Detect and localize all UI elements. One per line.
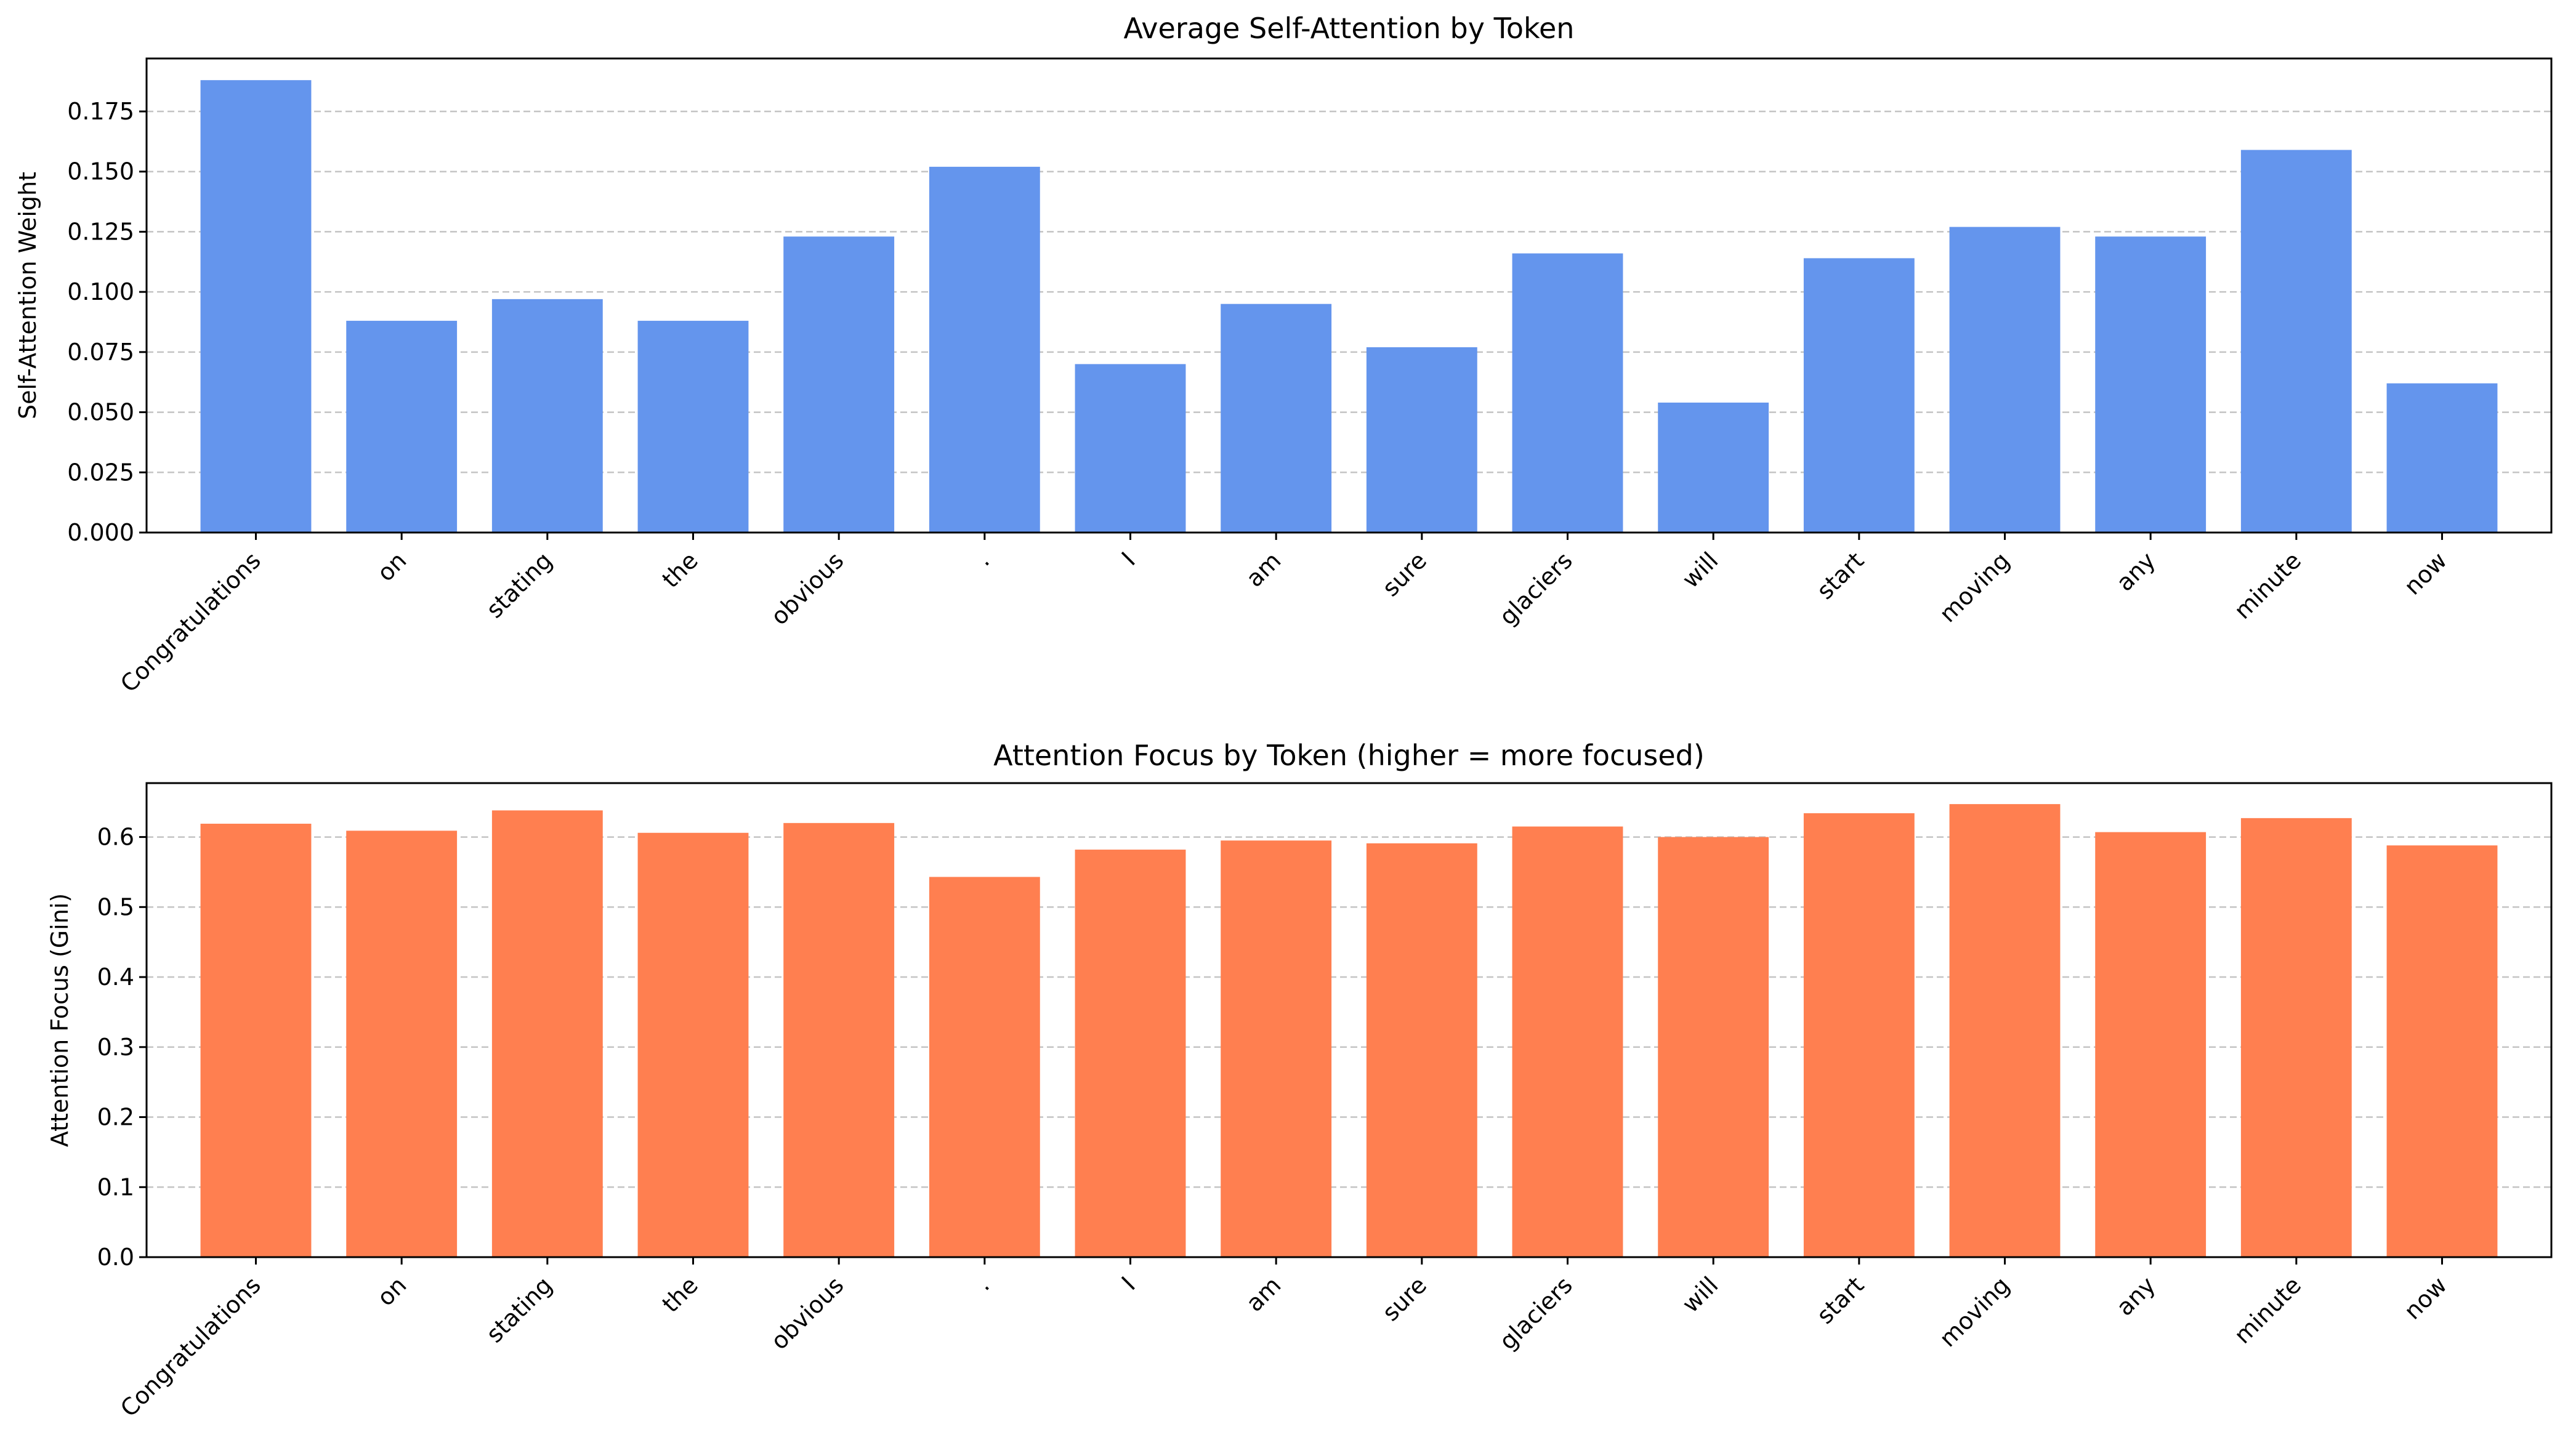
- y-tick-label: 0.025: [67, 459, 134, 486]
- bar-obvious: [783, 823, 895, 1257]
- bar-will: [1658, 402, 1769, 533]
- x-tick-label: glaciers: [1494, 1271, 1578, 1355]
- bar-on: [346, 831, 458, 1257]
- bar-minute: [2240, 818, 2352, 1257]
- chart-title: Attention Focus by Token (higher = more …: [993, 739, 1705, 772]
- y-tick-label: 0.100: [67, 278, 134, 305]
- chart-1: 0.000 0.025 0.050 0.075 0.100 0.125 0.150 0.175…: [14, 12, 2553, 698]
- y-tick-label: 0.125: [67, 218, 134, 245]
- x-tick-label: am: [1241, 1271, 1286, 1317]
- x-tick-label: sure: [1377, 1271, 1432, 1326]
- x-tick-label: stating: [481, 1271, 557, 1348]
- bar-Congratulations: [200, 823, 312, 1257]
- bar-start: [1803, 258, 1915, 533]
- bar-: [929, 166, 1040, 533]
- bar-the: [637, 832, 749, 1257]
- x-tick-label: on: [372, 547, 412, 587]
- bar-on: [346, 321, 458, 533]
- bar-moving: [1949, 227, 2061, 533]
- x-tick-label: am: [1241, 547, 1286, 592]
- x-tick-label: Congratulations: [115, 547, 266, 698]
- x-tick-label: moving: [1934, 547, 2015, 627]
- y-tick-label: 0.175: [67, 98, 134, 125]
- y-tick-label: 0.4: [97, 963, 134, 991]
- x-tick-label: any: [2111, 1271, 2161, 1321]
- bar-glaciers: [1512, 253, 1623, 533]
- bar-sure: [1366, 843, 1477, 1257]
- bar-sure: [1366, 347, 1477, 533]
- y-axis-label: Attention Focus (Gini): [46, 893, 73, 1147]
- y-tick-label: 0.000: [67, 519, 134, 546]
- y-tick-label: 0.0: [97, 1244, 134, 1271]
- x-tick-label: the: [657, 547, 703, 593]
- y-tick-label: 0.150: [67, 158, 134, 185]
- x-tick-label: sure: [1377, 547, 1432, 601]
- y-tick-label: 0.2: [97, 1104, 134, 1131]
- x-tick-label: stating: [481, 547, 557, 623]
- x-tick-label: Congratulations: [115, 1271, 266, 1422]
- bar-I: [1075, 364, 1186, 533]
- bar-start: [1803, 813, 1915, 1257]
- x-tick-label: now: [2399, 547, 2452, 600]
- bar-: [929, 877, 1040, 1257]
- x-tick-label: moving: [1934, 1271, 2015, 1352]
- chart-2: 0.0 0.1 0.2 0.3 0.4 0.5 0.6 Congratulations on st…: [46, 739, 2553, 1422]
- y-tick-label: 0.1: [97, 1173, 134, 1201]
- bar-am: [1221, 304, 1332, 533]
- x-tick-label: minute: [2229, 547, 2306, 624]
- bar-any: [2095, 832, 2207, 1257]
- y-tick-label: 0.5: [97, 893, 134, 920]
- bar-will: [1658, 837, 1769, 1257]
- x-tick-label: now: [2399, 1271, 2452, 1325]
- x-tick-label: any: [2111, 547, 2161, 597]
- y-axis-label: Self-Attention Weight: [14, 172, 41, 419]
- x-tick-label: .: [971, 1271, 995, 1296]
- x-tick-label: the: [657, 1271, 703, 1317]
- x-tick-label: obvious: [765, 1271, 849, 1354]
- x-tick-label: start: [1811, 547, 1869, 605]
- bar-stating: [491, 299, 603, 533]
- bar-stating: [491, 810, 603, 1257]
- bar-am: [1221, 840, 1332, 1257]
- bar-moving: [1949, 804, 2061, 1257]
- bar-I: [1075, 850, 1186, 1257]
- x-tick-label: will: [1677, 1271, 1723, 1317]
- bar-minute: [2240, 150, 2352, 533]
- chart-title: Average Self-Attention by Token: [1124, 12, 1575, 45]
- x-tick-label: minute: [2229, 1271, 2306, 1349]
- bar-Congratulations: [200, 80, 312, 533]
- x-tick-label: start: [1811, 1271, 1869, 1329]
- bar-any: [2095, 236, 2207, 533]
- x-tick-label: will: [1677, 547, 1723, 593]
- x-tick-label: .: [971, 547, 995, 571]
- x-tick-label: on: [372, 1271, 412, 1311]
- plot-frame: [145, 57, 2553, 534]
- bar-the: [637, 321, 749, 533]
- bar-now: [2386, 845, 2498, 1257]
- bar-glaciers: [1512, 826, 1623, 1257]
- y-tick-label: 0.6: [97, 824, 134, 851]
- bar-obvious: [783, 236, 895, 533]
- x-tick-label: obvious: [765, 547, 849, 630]
- y-tick-label: 0.075: [67, 339, 134, 366]
- x-tick-label: I: [1116, 1271, 1141, 1295]
- bar-now: [2386, 383, 2498, 533]
- x-tick-label: I: [1116, 547, 1141, 571]
- x-tick-label: glaciers: [1494, 547, 1578, 630]
- y-tick-label: 0.3: [97, 1034, 134, 1061]
- y-tick-label: 0.050: [67, 399, 134, 426]
- plot-frame: [145, 782, 2553, 1258]
